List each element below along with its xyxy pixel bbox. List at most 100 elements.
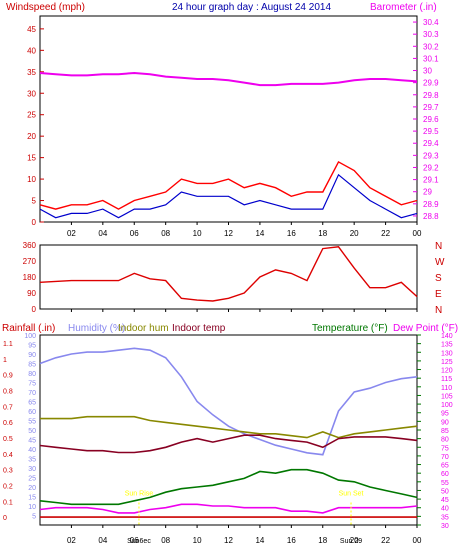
temperature-humidity-panel: 0 0.1 0.2 0.3 0.4 0.5 0.6 0.7 0.8 0.9 1 1.1 5 10 15 20 2… (3, 333, 453, 545)
humidity-tick-label: 55 (28, 419, 36, 426)
x-tick-label: 08 (161, 229, 170, 238)
temperature-tick-label: 50 (441, 488, 449, 495)
barometer-line (39, 71, 418, 87)
rain-tick-label: 1.1 (3, 341, 13, 348)
series-temperature-f- (39, 468, 418, 506)
temperature-tick-label: 35 (441, 514, 449, 521)
humidity-tick-label: 15 (28, 495, 36, 502)
x-tick-label: 20 (350, 229, 359, 238)
sun-day-label: Sun 29 (340, 538, 362, 545)
rain-tick-label: 0 (3, 515, 7, 522)
compass-label: N (435, 241, 442, 252)
humidity-tick-label: 100 (24, 333, 36, 340)
x-tick-label: 04 (98, 229, 107, 238)
humidity-tick-label: 60 (28, 409, 36, 416)
x-tick-label: 06 (130, 229, 139, 238)
x-tick-label: 08 (161, 536, 170, 545)
wind-tick-label: 10 (27, 175, 36, 184)
direction-tick-label: 360 (23, 241, 37, 250)
barometer-tick-label: 30.4 (423, 18, 439, 27)
barometer-tick-label: 29.9 (423, 79, 439, 88)
temperature-tick-label: 110 (441, 385, 452, 392)
rain-tick-label: 1 (3, 357, 7, 364)
x-tick-label: 00 (413, 229, 422, 238)
compass-label: N (435, 305, 442, 316)
wind-tick-label: 15 (27, 154, 36, 163)
wind-tick-label: 35 (27, 68, 36, 77)
temperature-tick-label: 130 (441, 350, 453, 357)
direction-tick-label: 90 (27, 289, 36, 298)
rain-tick-label: 0.6 (3, 420, 13, 427)
compass-label: E (435, 289, 442, 300)
barometer-tick-label: 28.9 (423, 200, 439, 209)
series-indoor-hum (40, 415, 418, 439)
x-tick-label: 20 (350, 536, 359, 545)
direction-tick-label: 270 (23, 257, 37, 266)
barometer-tick-label: 29.1 (423, 176, 439, 185)
barometer-tick-label: 28.8 (423, 212, 439, 221)
series-humidity- (39, 347, 418, 456)
wind-tick-label: 5 (32, 197, 37, 206)
humidity-tick-label: 75 (28, 381, 36, 388)
x-tick-label: 16 (287, 536, 296, 545)
temperature-tick-label: 60 (441, 471, 449, 478)
x-tick-label: 02 (67, 229, 76, 238)
rain-tick-label: 0.1 (3, 499, 13, 506)
temperature-tick-label: 140 (441, 333, 453, 340)
legend-humidity: Humidity (%) (68, 323, 125, 334)
barometer-tick-label: 30.3 (423, 30, 439, 39)
wind-tick-label: 25 (27, 111, 36, 120)
humidity-tick-label: 45 (28, 438, 36, 445)
x-tick-label: 18 (318, 229, 327, 238)
x-tick-label: 04 (98, 536, 107, 545)
temperature-tick-label: 80 (441, 437, 449, 444)
x-tick-label: 06 (130, 536, 139, 545)
temperature-tick-label: 100 (441, 402, 453, 409)
humidity-tick-label: 90 (28, 352, 36, 359)
x-tick-label: 18 (318, 536, 327, 545)
wind-average-line (39, 173, 418, 219)
sun-day-label: Sun6ec (127, 538, 151, 545)
legend-rainfall: Rainfall (.in) (2, 323, 55, 334)
wind-direction-line (39, 246, 418, 302)
temperature-tick-label: 120 (441, 368, 453, 375)
temperature-tick-label: 105 (441, 393, 453, 400)
x-tick-label: 12 (224, 229, 233, 238)
direction-tick-label: 0 (32, 305, 37, 314)
barometer-tick-label: 30 (423, 67, 432, 76)
barometer-tick-label: 30.1 (423, 54, 439, 63)
barometer-tick-label: 29.6 (423, 115, 439, 124)
temperature-tick-label: 45 (441, 497, 449, 504)
x-tick-label: 02 (67, 536, 76, 545)
temperature-tick-label: 40 (441, 506, 449, 513)
compass-label: S (435, 273, 442, 284)
legend-indoor-temp: Indoor temp (172, 323, 226, 334)
temperature-tick-label: 30 (441, 523, 449, 530)
temperature-tick-label: 135 (441, 342, 453, 349)
rain-tick-label: 0.4 (3, 452, 13, 459)
temperature-tick-label: 95 (441, 411, 449, 418)
temperature-tick-label: 55 (441, 480, 449, 487)
x-tick-label: 14 (255, 229, 264, 238)
rain-tick-label: 0.7 (3, 404, 13, 411)
graph-title: 24 hour graph day : August 24 2014 (172, 2, 331, 13)
legend-temperature: Temperature (°F) (312, 323, 388, 334)
humidity-tick-label: 30 (28, 466, 36, 473)
windspeed-axis-title: Windspeed (mph) (6, 2, 85, 13)
barometer-tick-label: 29.8 (423, 91, 439, 100)
humidity-tick-label: 5 (32, 514, 36, 521)
rain-tick-label: 0.3 (3, 468, 13, 475)
humidity-tick-label: 95 (28, 343, 36, 350)
temperature-tick-label: 70 (441, 454, 449, 461)
wind-tick-label: 0 (32, 218, 37, 227)
wind-tick-label: 20 (27, 132, 36, 141)
rain-tick-label: 0.9 (3, 373, 13, 380)
rain-tick-label: 0.2 (3, 483, 13, 490)
humidity-tick-label: 80 (28, 371, 36, 378)
barometer-tick-label: 29 (423, 188, 432, 197)
legend-dew-point: Dew Point (°F) (393, 323, 458, 334)
rain-tick-label: 0.8 (3, 388, 13, 395)
legend-indoor-hum: Indoor hum (118, 323, 169, 334)
